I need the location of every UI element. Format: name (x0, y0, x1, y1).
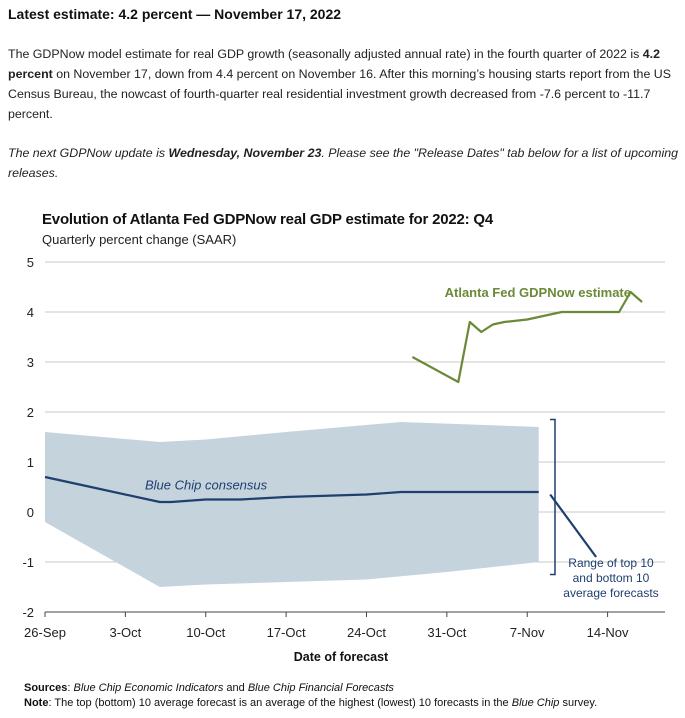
note-line: Note: The top (bottom) 10 average foreca… (24, 697, 597, 709)
headline: Latest estimate: 4.2 percent — November … (8, 6, 342, 22)
note-text-end: survey. (559, 697, 598, 709)
x-tick-label: 26-Sep (24, 625, 66, 640)
sources-and: and (223, 682, 248, 694)
sources-line: Sources: Blue Chip Economic Indicators a… (24, 682, 394, 694)
x-axis-label: Date of forecast (294, 650, 389, 664)
x-tick-label: 17-Oct (267, 625, 306, 640)
note-label: Note (24, 697, 49, 709)
next-update-date: Wednesday, November 23 (168, 146, 322, 160)
estimate-value: 4.2 percent (8, 47, 661, 81)
range-bracket (550, 418, 556, 576)
x-tick-label: 24-Oct (347, 625, 386, 640)
series-layer (44, 290, 643, 558)
series-line-0 (411, 290, 643, 384)
x-tick-label: 7-Nov (510, 625, 545, 640)
axis-layer: 5 4 3 2 1 0 -1 -2 26-Sep 3-Oct 10-Oct 17-Oct 24-Oct 3… (22, 255, 629, 664)
estimate-paragraph: The GDPNow model estimate for real GDP g… (8, 44, 680, 124)
range-band-layer (45, 422, 539, 587)
sources-text-2: Blue Chip Financial Forecasts (247, 682, 394, 694)
x-tick-label: 14-Nov (587, 625, 629, 640)
sources-label: Sources (24, 682, 68, 694)
range-band (45, 422, 539, 587)
y-tick-label: 4 (27, 305, 34, 320)
y-tick-label: 0 (27, 505, 34, 520)
next-update-rest: . Please see the "Release Dates" tab bel… (8, 146, 678, 180)
series-line-2 (549, 493, 597, 558)
estimate-paragraph-text: The GDPNow model estimate for real GDP g… (8, 47, 643, 61)
annotation-layer: Atlanta Fed GDPNow estimate Blue Chip con… (145, 285, 659, 600)
note-text: : The top (bottom) 10 average forecast i… (48, 697, 512, 709)
y-tick-label: 2 (27, 405, 34, 420)
x-tick-label: 3-Oct (109, 625, 141, 640)
next-update-paragraph: The next GDPNow update is Wednesday, Nov… (8, 143, 680, 183)
chart-subtitle: Quarterly percent change (SAAR) (42, 232, 237, 247)
estimate-paragraph-rest: on November 17, down from 4.4 percent on… (8, 67, 671, 121)
series-line-1 (44, 475, 539, 504)
note-italic: Blue Chip (511, 697, 560, 709)
y-tick-label: 5 (27, 255, 34, 270)
sources-text-1: Blue Chip Economic Indicators (73, 682, 224, 694)
x-tick-label: 31-Oct (427, 625, 466, 640)
bluechip-series-label: Blue Chip consensus (145, 478, 268, 493)
chart-title: Evolution of Atlanta Fed GDPNow real GDP… (42, 211, 494, 228)
gdpnow-chart: 5 4 3 2 1 0 -1 -2 26-Sep 3-Oct 10-Oct 17-Oct 24-Oct 3… (22, 255, 665, 664)
next-update-text: The next GDPNow update is (8, 146, 169, 160)
range-label-line: Range of top 10 (568, 556, 654, 570)
range-label-line: and bottom 10 (573, 571, 650, 585)
range-label-line: average forecasts (563, 586, 658, 600)
y-tick-label: 1 (27, 455, 34, 470)
y-tick-label: -1 (22, 555, 34, 570)
x-tick-label: 10-Oct (186, 625, 225, 640)
gdpnow-series-label: Atlanta Fed GDPNow estimate (445, 285, 631, 300)
y-tick-label: -2 (22, 605, 34, 620)
y-tick-label: 3 (27, 355, 34, 370)
